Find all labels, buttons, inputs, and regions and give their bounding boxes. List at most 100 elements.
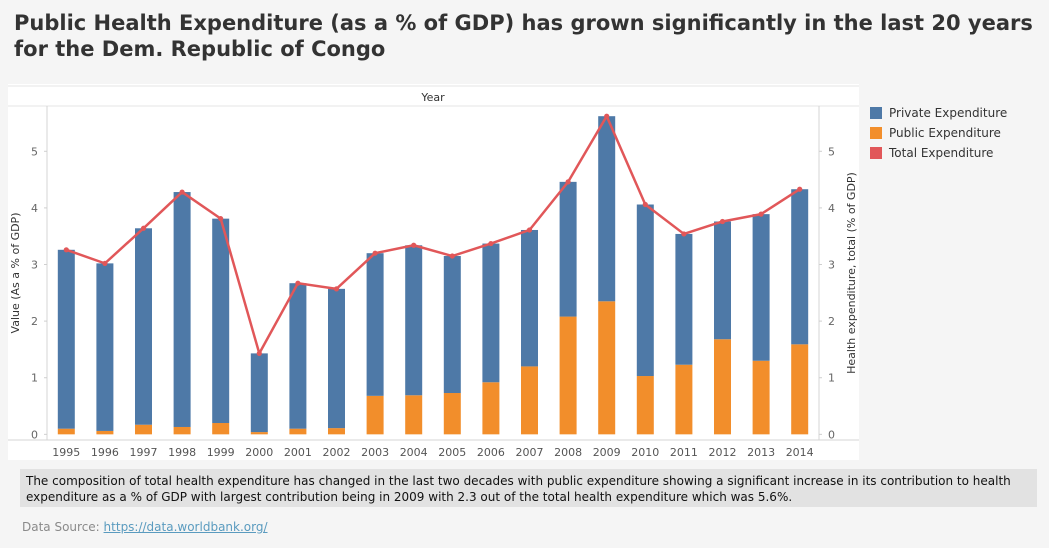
x-tick-label: 2009 — [593, 446, 621, 459]
bar-private-2008 — [559, 181, 577, 317]
bar-public-1999 — [212, 423, 230, 435]
bar-private-1996 — [96, 263, 114, 431]
bar-private-1999 — [212, 218, 230, 424]
bar-public-2011 — [675, 364, 693, 435]
bar-public-2014 — [791, 344, 809, 435]
bar-public-2006 — [482, 382, 500, 435]
point-total-1997 — [140, 225, 147, 231]
x-tick-label: 2008 — [554, 446, 582, 459]
caption-text: The composition of total health expendit… — [26, 474, 1011, 504]
x-tick-label: 2010 — [631, 446, 659, 459]
point-total-2002 — [333, 286, 340, 292]
point-total-2001 — [295, 280, 301, 286]
bar-public-2010 — [636, 376, 654, 435]
point-total-2004 — [411, 242, 417, 248]
point-total-1995 — [63, 247, 69, 253]
x-tick-label: 2004 — [400, 446, 428, 459]
point-total-2005 — [449, 253, 455, 259]
x-tick-label: 1999 — [207, 446, 235, 459]
bar-public-2007 — [521, 366, 538, 435]
point-total-2006 — [488, 240, 494, 247]
bar-private-2013 — [752, 214, 770, 361]
bar-public-1996 — [96, 430, 114, 435]
data-source-link[interactable]: https://data.worldbank.org/ — [103, 520, 268, 534]
x-tick-label: 1998 — [168, 446, 196, 459]
point-total-2013 — [758, 211, 764, 217]
legend-swatch — [870, 147, 882, 159]
bar-private-2000 — [250, 353, 268, 433]
bar-public-1997 — [135, 424, 152, 435]
bar-private-1998 — [173, 192, 191, 427]
point-total-2009 — [604, 113, 610, 119]
bar-private-2004 — [405, 245, 423, 396]
x-tick-label: 2005 — [438, 446, 466, 459]
y-tick-label-right: 3 — [828, 259, 835, 272]
x-tick-label: 2013 — [747, 446, 775, 459]
bar-private-2006 — [482, 243, 500, 383]
y-tick-label-left: 0 — [31, 428, 38, 441]
x-tick-label: 2001 — [284, 446, 312, 459]
bar-private-2012 — [714, 221, 731, 340]
legend-item: Public Expenditure — [870, 123, 1045, 143]
bar-public-2003 — [366, 395, 384, 435]
caption-box: The composition of total health expendit… — [20, 469, 1037, 507]
bar-private-2010 — [636, 204, 654, 377]
page-title: Public Health Expenditure (as a % of GDP… — [14, 11, 1033, 61]
bar-public-1998 — [173, 426, 191, 435]
bar-private-1995 — [57, 249, 75, 429]
bar-private-2001 — [289, 283, 307, 429]
y-tick-label-right: 5 — [828, 145, 835, 158]
y-tick-label-left: 2 — [31, 315, 38, 328]
bar-private-2014 — [791, 189, 809, 345]
bar-public-2002 — [328, 428, 345, 435]
point-total-2011 — [681, 231, 687, 237]
point-total-2003 — [372, 250, 378, 256]
legend-swatch — [870, 127, 882, 139]
bar-public-2005 — [443, 393, 461, 435]
y-axis-title: Value (As a % of GDP) — [9, 213, 22, 334]
bar-private-2007 — [521, 229, 538, 367]
bar-public-1995 — [57, 428, 75, 435]
y-tick-label-left: 1 — [31, 372, 38, 385]
bar-public-2009 — [598, 301, 616, 435]
legend-label: Total Expenditure — [889, 146, 994, 160]
bar-private-2002 — [328, 288, 345, 429]
data-source: Data Source: https://data.worldbank.org/ — [22, 520, 268, 534]
y2-axis-title: Health expenditure, total (% of GDP) — [845, 172, 858, 374]
legend-item: Total Expenditure — [870, 143, 1045, 163]
bar-public-2004 — [405, 395, 423, 435]
data-source-label: Data Source: — [22, 520, 104, 534]
bar-public-2012 — [714, 339, 731, 435]
point-total-2010 — [642, 201, 648, 208]
point-total-1999 — [218, 216, 224, 222]
x-tick-label: 2003 — [361, 446, 389, 459]
bar-private-2009 — [598, 116, 616, 302]
point-total-2000 — [256, 350, 262, 356]
y-tick-label-left: 5 — [31, 145, 38, 158]
x-tick-label: 1995 — [52, 446, 80, 459]
bar-private-2011 — [675, 233, 693, 365]
bar-public-2001 — [289, 428, 307, 435]
x-tick-label: 2006 — [477, 446, 505, 459]
y-tick-label-right: 0 — [828, 428, 835, 441]
bar-private-2005 — [443, 256, 461, 394]
x-tick-label: 2002 — [323, 446, 351, 459]
y-tick-label-left: 4 — [31, 202, 38, 215]
x-tick-label: 2011 — [670, 446, 698, 459]
y-tick-label-right: 2 — [828, 315, 835, 328]
x-tick-label: 2007 — [516, 446, 544, 459]
column-header: Year — [420, 91, 445, 104]
point-total-1996 — [102, 260, 108, 266]
point-total-2014 — [797, 186, 803, 192]
x-tick-label: 1997 — [130, 446, 158, 459]
y-tick-label-right: 1 — [828, 372, 835, 385]
bar-public-2000 — [250, 432, 268, 435]
chart: Year 0 0 1 1 2 2 3 3 4 4 5 5 Value (As a % of GDP) Hea… — [8, 85, 859, 459]
legend-label: Private Expenditure — [889, 106, 1008, 120]
legend: Private Expenditure Public Expenditure Tot… — [870, 103, 1045, 163]
line-total-expenditure — [65, 114, 801, 355]
legend-item: Private Expenditure — [870, 103, 1045, 123]
bar-public-2008 — [559, 316, 577, 435]
point-total-2008 — [565, 179, 571, 185]
